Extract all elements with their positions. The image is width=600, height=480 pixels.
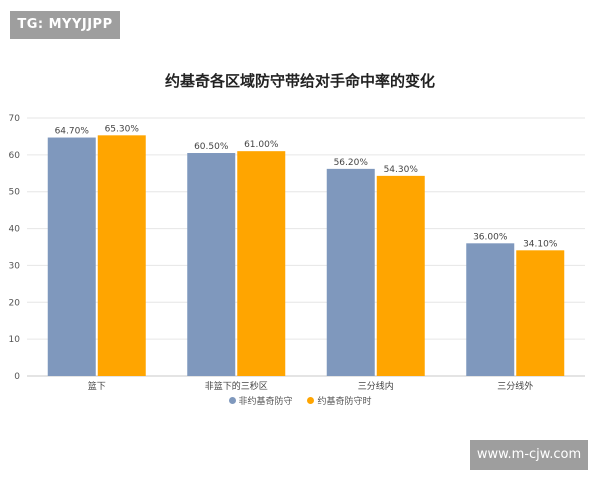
legend-swatch-series-1 bbox=[228, 397, 236, 404]
y-tick-label-4: 40 bbox=[9, 225, 21, 235]
legend-label-series-2: 约基奇防守时 bbox=[317, 397, 372, 407]
bar-series-2-1 bbox=[97, 135, 146, 376]
bar-series-2-4 bbox=[516, 250, 565, 376]
y-tick-label-1: 10 bbox=[9, 335, 21, 345]
chart-legend: 非约基奇防守 约基奇防守时 bbox=[0, 394, 600, 407]
bar-series-1-4 bbox=[466, 243, 515, 376]
y-tick-label-2: 20 bbox=[9, 298, 21, 308]
site-watermark: www.m-cjw.com bbox=[470, 440, 588, 470]
data-label-series-1-3: 56.20% bbox=[334, 158, 369, 168]
chart-title: 约基奇各区域防守带给对手命中率的变化 bbox=[164, 72, 435, 90]
legend-label-series-1: 非约基奇防守 bbox=[238, 397, 293, 407]
legend-item-series-2[interactable]: 约基奇防守时 bbox=[307, 394, 371, 407]
telegram-handle-badge: TG: MYYJJPP bbox=[10, 11, 120, 39]
bar-series-2-2 bbox=[237, 151, 286, 376]
x-tick-label-3: 三分线内 bbox=[358, 380, 394, 392]
data-label-series-1-2: 60.50% bbox=[194, 142, 229, 152]
data-label-series-2-3: 54.30% bbox=[384, 165, 419, 175]
bar-series-1-2 bbox=[187, 153, 236, 376]
data-label-series-2-4: 34.10% bbox=[523, 239, 558, 249]
y-tick-label-7: 70 bbox=[9, 114, 21, 124]
bar-series-1-3 bbox=[326, 168, 375, 376]
y-tick-label-6: 60 bbox=[9, 151, 21, 161]
data-label-series-1-1: 64.70% bbox=[55, 127, 90, 137]
bar-series-2-3 bbox=[376, 175, 425, 376]
legend-item-series-1[interactable]: 非约基奇防守 bbox=[228, 394, 293, 407]
x-tick-label-4: 三分线外 bbox=[497, 380, 533, 392]
y-tick-label-5: 50 bbox=[9, 188, 21, 198]
x-tick-label-2: 非篮下的三秒区 bbox=[205, 380, 268, 392]
y-tick-label-3: 30 bbox=[9, 261, 21, 271]
legend-swatch-series-2 bbox=[307, 397, 315, 404]
bar-series-1-1 bbox=[47, 137, 96, 376]
x-tick-label-1: 篮下 bbox=[88, 380, 106, 392]
data-label-series-1-4: 36.00% bbox=[473, 232, 508, 242]
data-label-series-2-1: 65.30% bbox=[105, 124, 140, 134]
y-tick-label-0: 0 bbox=[14, 372, 20, 382]
data-label-series-2-2: 61.00% bbox=[244, 140, 279, 150]
